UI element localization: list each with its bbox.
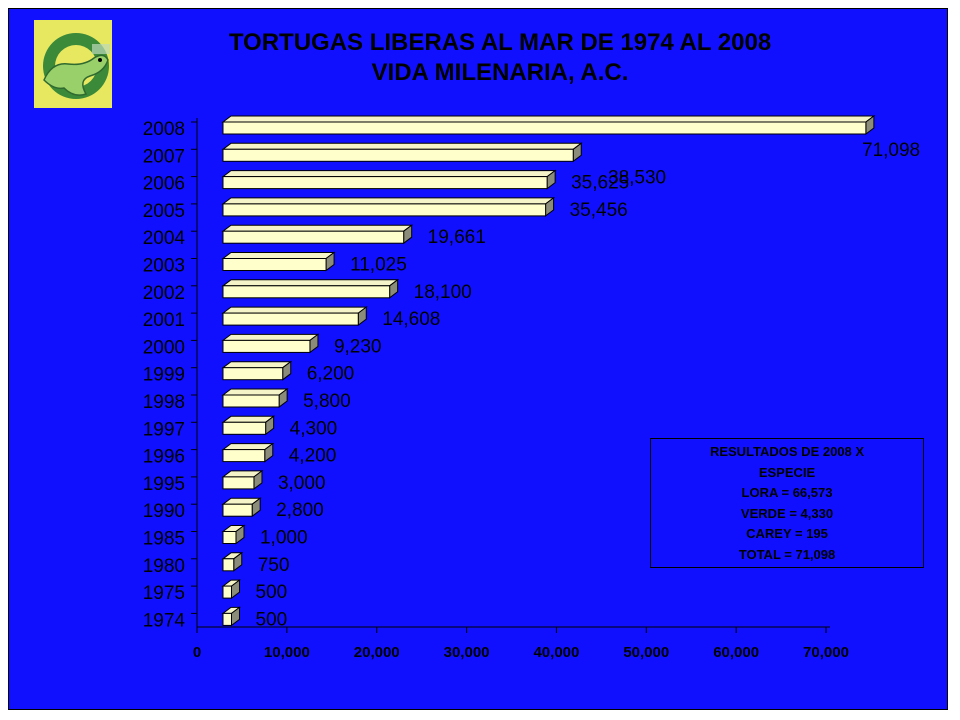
chart-bars [221,115,876,627]
data-label: 19,661 [428,227,486,248]
results-line: ESPECIE [758,464,816,480]
x-tick-label: 60,000 [713,644,759,661]
bar [222,585,232,599]
y-tick-label: 1975 [143,583,185,604]
bar [222,230,405,244]
data-label: 11,025 [350,255,407,276]
bar-top [221,279,400,287]
data-label: 14,608 [382,309,440,330]
data-label: 4,200 [289,446,337,467]
y-tick-label: 2006 [143,174,185,195]
bar [222,148,574,162]
bar-top [221,306,368,314]
y-tick-label: 2008 [143,119,185,140]
y-tick-label: 2005 [143,201,185,222]
data-label: 5,800 [303,391,351,412]
x-tick-label: 40,000 [533,644,579,661]
data-label: 35,456 [570,200,628,221]
bar [222,503,253,517]
x-tick-label: 30,000 [444,644,490,661]
bar [222,531,237,544]
data-label: 4,300 [290,418,338,439]
y-tick-label: 2002 [143,283,185,304]
bar [222,312,359,326]
data-label: 9,230 [334,336,382,357]
bar-top [221,224,414,232]
results-line: LORA = 66,573 [741,485,833,500]
x-tick-label: 10,000 [264,644,310,661]
x-tick-label: 50,000 [623,644,669,661]
data-label: 500 [255,582,287,603]
data-label: 1,000 [260,528,308,549]
data-label: 6,200 [307,364,355,385]
data-label: 35,625 [571,173,629,194]
bar [222,176,548,190]
bar-top [221,170,557,178]
chart-labels: 0 10,000 20,000 30,000 40,000 50,000 60,000 70,… [143,119,920,661]
chart-title: TORTUGAS LIBERAS AL MAR DE 1974 AL 2008 … [150,28,850,88]
y-tick-label: 2000 [143,337,185,358]
results-line: RESULTADOS DE 2008 X [709,444,865,459]
bar-top [221,197,556,205]
y-tick-label: 1985 [143,529,185,550]
x-tick-label: 20,000 [354,644,400,661]
y-tick-label: 1999 [143,365,185,386]
y-tick-label: 1995 [143,474,185,495]
bar-top [221,252,336,259]
bar [222,203,547,217]
bar [222,612,232,626]
bar [222,121,867,135]
y-tick-label: 2001 [143,310,185,331]
chart-subtitle-line: VIDA MILENARIA, A.C. [371,59,629,86]
bar [222,367,284,381]
bar [222,258,327,271]
bar-top [221,361,293,369]
data-label: 2,800 [276,500,324,521]
y-tick-label: 1980 [143,556,185,577]
chart-title-line: TORTUGAS LIBERAS AL MAR DE 1974 AL 2008 [228,29,772,56]
bar-top [221,142,583,150]
bar [222,421,267,435]
data-label: 750 [258,555,290,576]
bar-top [221,115,876,123]
y-tick-label: 2004 [143,228,186,249]
bar [222,339,311,353]
bar [222,394,280,408]
bar [222,558,235,572]
y-tick-label: 2003 [143,256,185,277]
x-tick-label: 0 [193,644,201,661]
results-box: RESULTADOS DE 2008 X ESPECIE LORA = 66,5… [650,438,924,568]
bar [222,285,391,299]
y-tick-label: 1990 [143,501,185,522]
bar [222,449,266,463]
bar [222,476,255,490]
results-line: VERDE = 4,330 [740,505,834,521]
x-tick-label: 70,000 [803,644,849,661]
y-tick-label: 1974 [143,610,186,631]
bar-top [221,388,289,396]
data-label: 71,098 [862,140,920,161]
y-tick-label: 1997 [143,419,185,440]
chart-axes [191,118,830,633]
y-tick-label: 1998 [143,392,185,413]
data-label: 18,100 [414,282,472,303]
y-tick-label: 2007 [143,146,185,167]
data-label: 3,000 [278,473,326,494]
bar-top [221,333,320,341]
data-label: 500 [255,609,287,630]
data-label: 38,530 [608,167,666,188]
results-line: CAREY = 195 [746,526,828,541]
turtle-logo-icon [34,20,112,108]
results-line: TOTAL = 71,098 [738,546,836,562]
y-tick-label: 1996 [143,447,185,468]
